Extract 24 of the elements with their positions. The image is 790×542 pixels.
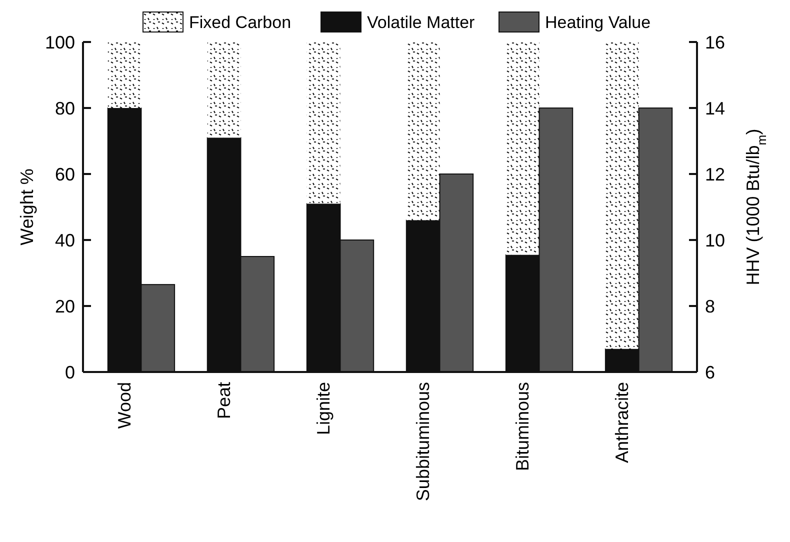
y2-tick-label: 6 <box>705 362 716 382</box>
x-tick-label: Subbituminous <box>413 382 434 502</box>
x-tick-label: Anthracite <box>612 382 632 464</box>
y-tick-label: 20 <box>54 296 75 316</box>
x-tick-label: Wood <box>114 382 135 429</box>
x-tick-label: Peat <box>214 382 234 420</box>
y-tick-label: 40 <box>54 230 75 250</box>
legend-label: Fixed Carbon <box>189 13 292 32</box>
y2-tick-label: 8 <box>705 296 716 316</box>
y-tick-label: 60 <box>54 164 75 184</box>
y-tick-label: 80 <box>54 98 75 118</box>
y2-tick-label: 14 <box>705 98 726 118</box>
y2-tick-label: 16 <box>705 32 726 52</box>
bar <box>306 42 340 204</box>
legend-label: Heating Value <box>545 13 651 32</box>
y2-tick-label: 10 <box>705 230 726 250</box>
y-tick-label: 100 <box>44 32 75 52</box>
legend-label: Volatile Matter <box>367 13 476 32</box>
x-tick-label: Bituminous <box>512 382 533 472</box>
y-axis-title: Weight % <box>17 168 37 246</box>
y-tick-label: 0 <box>64 362 75 382</box>
y2-tick-label: 12 <box>705 164 726 184</box>
bar <box>406 42 440 220</box>
x-tick-label: Lignite <box>314 382 334 436</box>
